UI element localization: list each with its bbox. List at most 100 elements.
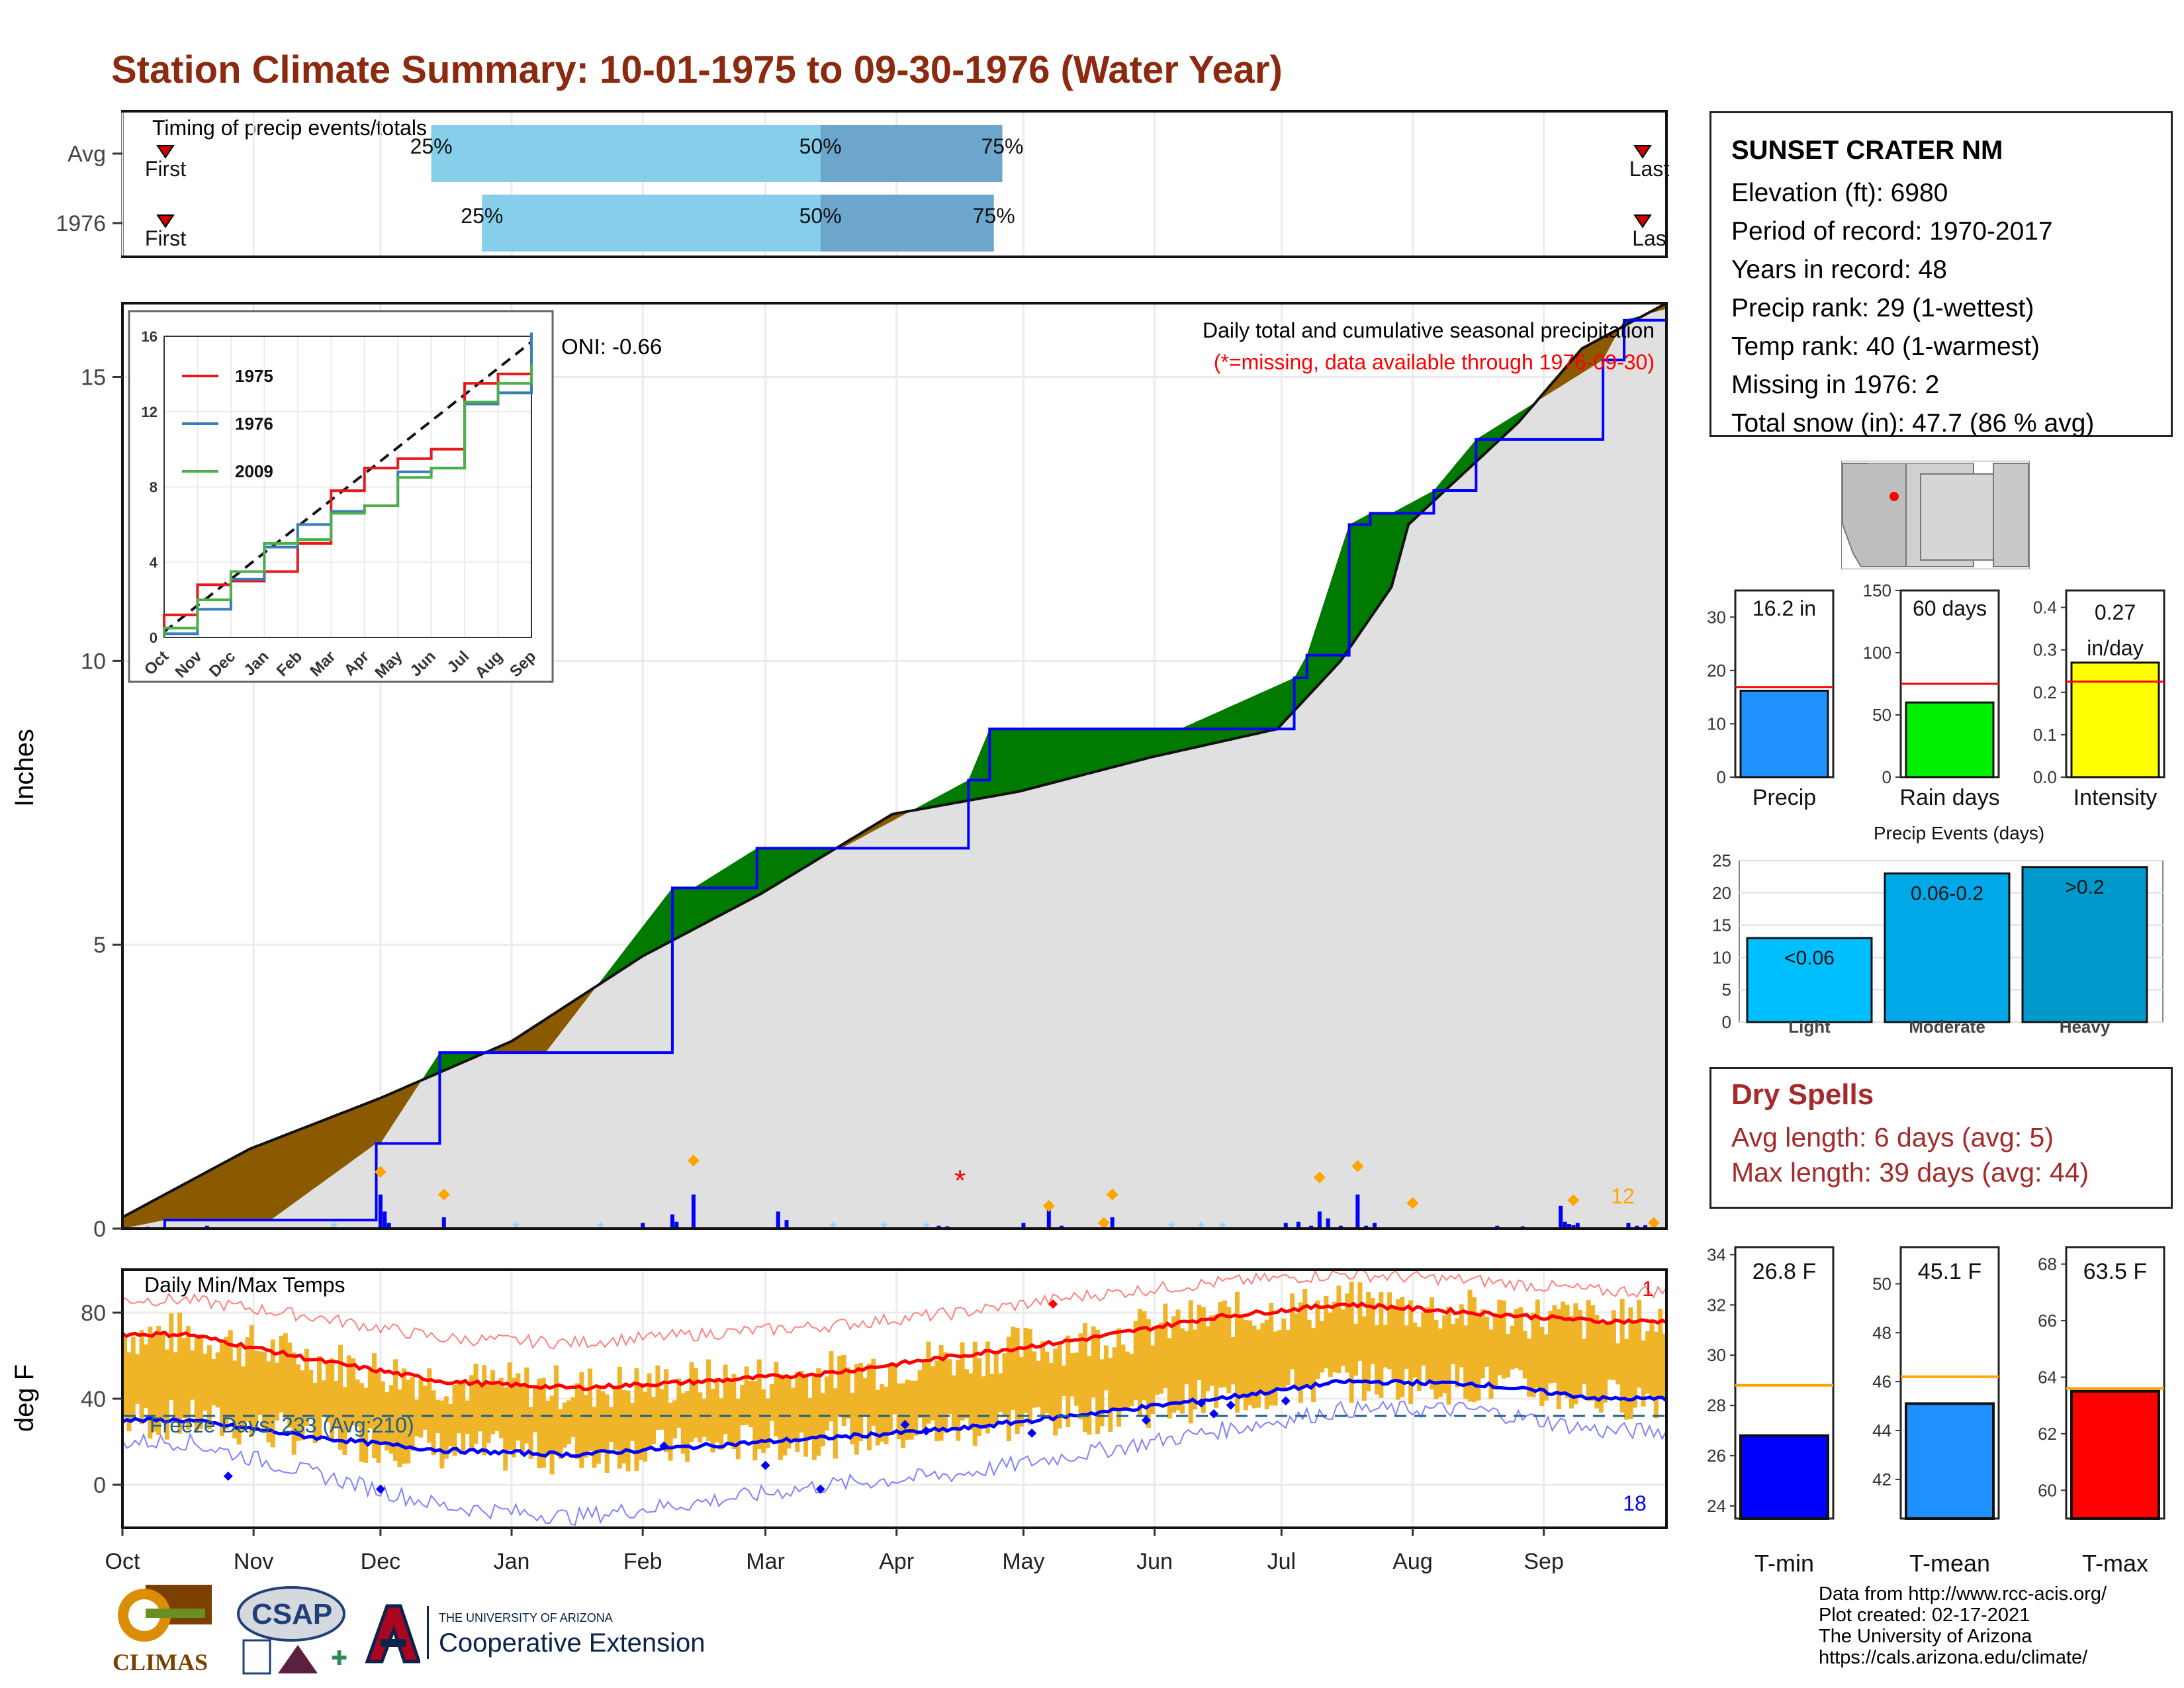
daily-temp-bar bbox=[1535, 1299, 1540, 1388]
daily-temp-bar bbox=[905, 1380, 910, 1440]
events-bar-value-label: >0.2 bbox=[2065, 876, 2104, 898]
main-chart-area: Timing of precip events/totals 25% 50% 75%… bbox=[10, 110, 1670, 1574]
temp-summary-value-label: 45.1 F bbox=[1918, 1259, 1981, 1284]
daily-temp-bar bbox=[625, 1390, 631, 1472]
inset-y-tick-label: 4 bbox=[150, 554, 158, 571]
daily-temp-bar bbox=[1637, 1299, 1642, 1388]
daily-precip-bar bbox=[387, 1223, 391, 1229]
daily-temp-bar bbox=[346, 1355, 351, 1432]
daily-temp-bar bbox=[1209, 1315, 1214, 1386]
record-low-marker bbox=[1196, 1398, 1206, 1408]
daily-temp-bar bbox=[1175, 1309, 1181, 1411]
daily-temp-bar bbox=[1150, 1345, 1156, 1414]
precip-daily-bars bbox=[146, 1194, 1656, 1229]
first-label: First bbox=[145, 226, 186, 250]
daily-temp-bar bbox=[1442, 1315, 1447, 1393]
temp-summary-y-tick-label: 46 bbox=[1872, 1372, 1891, 1391]
daily-temp-bar bbox=[845, 1367, 850, 1419]
daily-temp-bar bbox=[562, 1402, 567, 1448]
quartile-bar-50-75 bbox=[820, 125, 1003, 182]
daily-temp-bar bbox=[1395, 1299, 1400, 1400]
events-bar-value-label: 0.06-0.2 bbox=[1911, 883, 1983, 905]
daily-temp-bar bbox=[579, 1372, 584, 1468]
daily-temp-bar bbox=[1171, 1316, 1177, 1413]
daily-temp-bar bbox=[211, 1358, 216, 1405]
last-label: Last bbox=[1629, 157, 1670, 181]
daily-temp-bar bbox=[494, 1382, 500, 1431]
daily-temp-bar bbox=[574, 1383, 580, 1460]
daily-temp-bar bbox=[786, 1376, 792, 1449]
daily-temp-bar bbox=[367, 1367, 373, 1429]
daily-temp-bar bbox=[744, 1366, 749, 1425]
record-low-marker bbox=[900, 1420, 910, 1429]
daily-temp-bar bbox=[1425, 1307, 1430, 1383]
daily-temp-bar bbox=[1345, 1293, 1350, 1373]
average-cumulative-line bbox=[122, 302, 1667, 1219]
location-map bbox=[1841, 461, 2030, 569]
record-low-marker bbox=[921, 1426, 931, 1436]
ua-logo: THE UNIVERSITY OF ARIZONA Cooperative Ex… bbox=[361, 1602, 745, 1668]
daily-temp-bar bbox=[1146, 1319, 1151, 1428]
summary-y-tick-label: 50 bbox=[1872, 705, 1891, 725]
daily-temp-bar bbox=[706, 1359, 711, 1441]
month-tick-label: Jun bbox=[1136, 1549, 1173, 1574]
last-marker bbox=[1633, 214, 1652, 228]
daily-temp-bar bbox=[1294, 1313, 1299, 1389]
daily-temp-bar bbox=[1492, 1313, 1498, 1390]
temp-panel: 0 40 80 deg F Daily Min/Max Temps Freeze D… bbox=[10, 1268, 1668, 1529]
daily-temp-bar bbox=[1015, 1327, 1020, 1434]
daily-precip-bar bbox=[1571, 1225, 1576, 1229]
daily-temp-bar bbox=[1594, 1315, 1600, 1409]
daily-temp-bar bbox=[1611, 1310, 1616, 1380]
daily-temp-bar bbox=[829, 1351, 834, 1422]
daily-temp-bar bbox=[439, 1400, 445, 1469]
extreme-precip-marker bbox=[1647, 1217, 1660, 1229]
daily-temp-bar bbox=[1391, 1308, 1396, 1381]
daily-temp-bar bbox=[1582, 1338, 1587, 1385]
temp-y-tick-label: 40 bbox=[81, 1387, 106, 1412]
daily-temp-bar bbox=[1048, 1363, 1054, 1421]
record-low-marker bbox=[659, 1441, 669, 1451]
record-low-marker bbox=[760, 1460, 770, 1470]
daily-temp-bar bbox=[338, 1344, 343, 1450]
daily-temp-bar bbox=[185, 1326, 191, 1430]
above-average-area bbox=[418, 314, 1645, 1082]
average-tmin-line bbox=[121, 1378, 1668, 1459]
daily-temp-bar bbox=[173, 1352, 178, 1423]
temp-summary-bar bbox=[1739, 1434, 1829, 1521]
daily-temp-bar bbox=[790, 1387, 796, 1440]
credit-line: The University of Arizona bbox=[1819, 1626, 2032, 1647]
daily-temp-bar bbox=[816, 1368, 821, 1456]
daily-temp-bar bbox=[1074, 1352, 1079, 1406]
inset-series-line bbox=[163, 364, 533, 637]
daily-temp-bar bbox=[1590, 1305, 1595, 1401]
daily-temp-bar bbox=[1066, 1335, 1071, 1427]
daily-temp-bar bbox=[228, 1330, 233, 1419]
last-marker bbox=[1633, 145, 1652, 159]
temp-summary-label: T-max bbox=[2082, 1550, 2148, 1577]
daily-temp-bar bbox=[1430, 1297, 1435, 1389]
daily-temp-bar bbox=[1251, 1325, 1257, 1409]
daily-temp-bar bbox=[1324, 1295, 1329, 1369]
daily-temp-bar bbox=[1255, 1329, 1261, 1408]
daily-temp-bar bbox=[964, 1369, 969, 1419]
daily-temp-bar bbox=[1400, 1296, 1405, 1397]
summary-value-label: 16.2 in bbox=[1752, 596, 1816, 620]
daily-temp-bar bbox=[1235, 1291, 1240, 1413]
ua-small-text: THE UNIVERSITY OF ARIZONA bbox=[439, 1611, 613, 1624]
daily-temp-bar bbox=[1649, 1319, 1655, 1399]
daily-temp-bar bbox=[1607, 1323, 1612, 1380]
precip-areas bbox=[122, 302, 1668, 1230]
daily-temp-bar bbox=[621, 1389, 627, 1464]
daily-temp-bar bbox=[1069, 1353, 1075, 1397]
daily-temp-bar bbox=[651, 1397, 656, 1444]
daily-temp-bar bbox=[1264, 1319, 1269, 1409]
daily-temp-bar bbox=[617, 1366, 622, 1469]
temp-summary-y-tick-label: 68 bbox=[2038, 1254, 2057, 1274]
daily-temp-bar bbox=[206, 1345, 212, 1430]
record-low-marker bbox=[1027, 1429, 1037, 1438]
daily-temp-bar bbox=[427, 1368, 432, 1443]
daily-temp-bar bbox=[1552, 1305, 1557, 1383]
daily-temp-bar bbox=[668, 1403, 673, 1461]
daily-temp-bar bbox=[1471, 1297, 1477, 1403]
